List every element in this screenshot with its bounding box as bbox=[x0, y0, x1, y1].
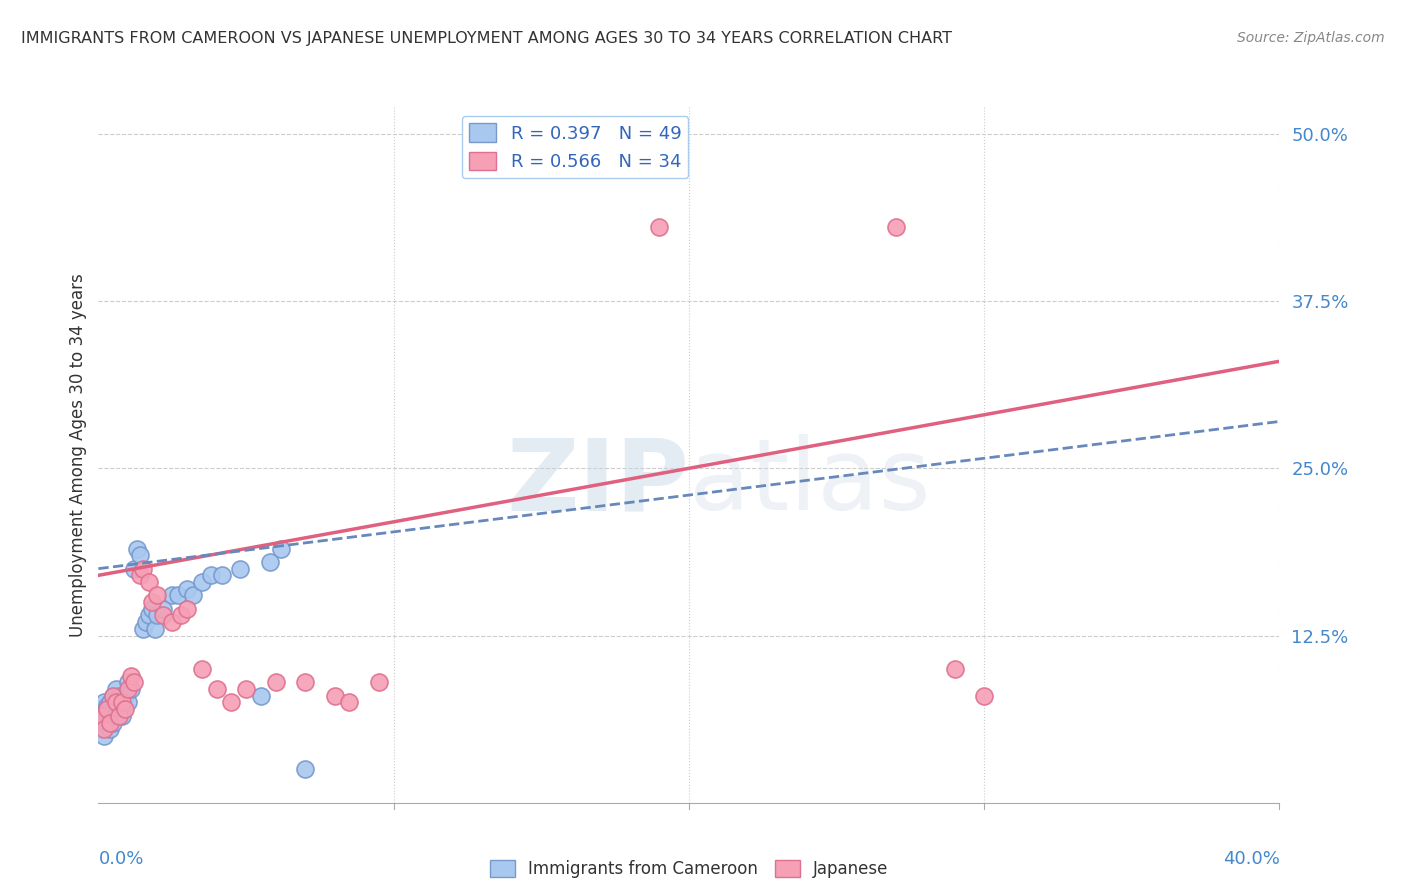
Point bbox=[93, 729, 115, 743]
Point bbox=[98, 715, 121, 730]
Point bbox=[108, 689, 131, 703]
Point bbox=[973, 689, 995, 703]
Point bbox=[264, 675, 287, 690]
Point bbox=[200, 568, 222, 582]
Point bbox=[90, 708, 112, 723]
Point bbox=[181, 589, 204, 603]
Point bbox=[96, 718, 118, 732]
Point bbox=[93, 723, 115, 737]
Point bbox=[103, 715, 125, 730]
Point bbox=[93, 715, 115, 730]
Point bbox=[108, 702, 131, 716]
Point bbox=[111, 696, 134, 710]
Point bbox=[235, 681, 257, 696]
Point bbox=[141, 602, 163, 616]
Point bbox=[294, 762, 316, 776]
Point bbox=[105, 708, 128, 723]
Point bbox=[93, 705, 115, 719]
Text: IMMIGRANTS FROM CAMEROON VS JAPANESE UNEMPLOYMENT AMONG AGES 30 TO 34 YEARS CORR: IMMIGRANTS FROM CAMEROON VS JAPANESE UNE… bbox=[21, 31, 952, 46]
Point bbox=[120, 681, 142, 696]
Point bbox=[93, 696, 115, 710]
Point bbox=[146, 608, 169, 623]
Point bbox=[176, 602, 198, 616]
Point bbox=[105, 696, 128, 710]
Point bbox=[141, 595, 163, 609]
Point bbox=[128, 568, 150, 582]
Point bbox=[105, 696, 128, 710]
Point bbox=[96, 699, 118, 714]
Point bbox=[90, 723, 112, 737]
Point bbox=[98, 708, 121, 723]
Point bbox=[128, 548, 150, 563]
Point bbox=[170, 608, 193, 623]
Text: atlas: atlas bbox=[689, 434, 931, 532]
Point bbox=[323, 689, 346, 703]
Point bbox=[96, 713, 118, 727]
Point bbox=[122, 675, 145, 690]
Point bbox=[103, 689, 125, 703]
Point bbox=[167, 589, 190, 603]
Point bbox=[152, 608, 174, 623]
Point bbox=[132, 562, 155, 576]
Text: Source: ZipAtlas.com: Source: ZipAtlas.com bbox=[1237, 31, 1385, 45]
Point bbox=[337, 696, 360, 710]
Point bbox=[90, 708, 112, 723]
Point bbox=[162, 615, 183, 630]
Point bbox=[138, 575, 160, 590]
Point bbox=[96, 702, 118, 716]
Point bbox=[176, 582, 198, 596]
Point bbox=[114, 702, 136, 716]
Legend: Immigrants from Cameroon, Japanese: Immigrants from Cameroon, Japanese bbox=[484, 854, 894, 885]
Point bbox=[259, 555, 281, 569]
Point bbox=[211, 568, 233, 582]
Text: 0.0%: 0.0% bbox=[98, 849, 143, 868]
Point bbox=[143, 622, 166, 636]
Text: 40.0%: 40.0% bbox=[1223, 849, 1279, 868]
Point bbox=[191, 662, 214, 676]
Point bbox=[205, 681, 228, 696]
Point bbox=[229, 562, 252, 576]
Point bbox=[152, 602, 174, 616]
Point bbox=[162, 589, 183, 603]
Y-axis label: Unemployment Among Ages 30 to 34 years: Unemployment Among Ages 30 to 34 years bbox=[69, 273, 87, 637]
Point bbox=[111, 708, 134, 723]
Point bbox=[368, 675, 391, 690]
Point bbox=[125, 541, 148, 556]
Point bbox=[250, 689, 273, 703]
Point bbox=[132, 622, 155, 636]
Point bbox=[117, 681, 139, 696]
Point bbox=[146, 589, 169, 603]
Point bbox=[111, 696, 134, 710]
Point bbox=[117, 675, 139, 690]
Point bbox=[114, 689, 136, 703]
Point bbox=[103, 689, 125, 703]
Point bbox=[117, 696, 139, 710]
Point bbox=[648, 220, 671, 235]
Point bbox=[138, 608, 160, 623]
Point bbox=[884, 220, 907, 235]
Point bbox=[135, 615, 157, 630]
Text: ZIP: ZIP bbox=[506, 434, 689, 532]
Point bbox=[122, 562, 145, 576]
Point bbox=[294, 675, 316, 690]
Point bbox=[108, 708, 131, 723]
Point bbox=[270, 541, 292, 556]
Point bbox=[191, 575, 214, 590]
Point bbox=[103, 702, 125, 716]
Point bbox=[120, 669, 142, 683]
Point bbox=[219, 696, 242, 710]
Point bbox=[98, 696, 121, 710]
Point bbox=[90, 702, 112, 716]
Point bbox=[98, 723, 121, 737]
Point bbox=[105, 681, 128, 696]
Point bbox=[943, 662, 966, 676]
